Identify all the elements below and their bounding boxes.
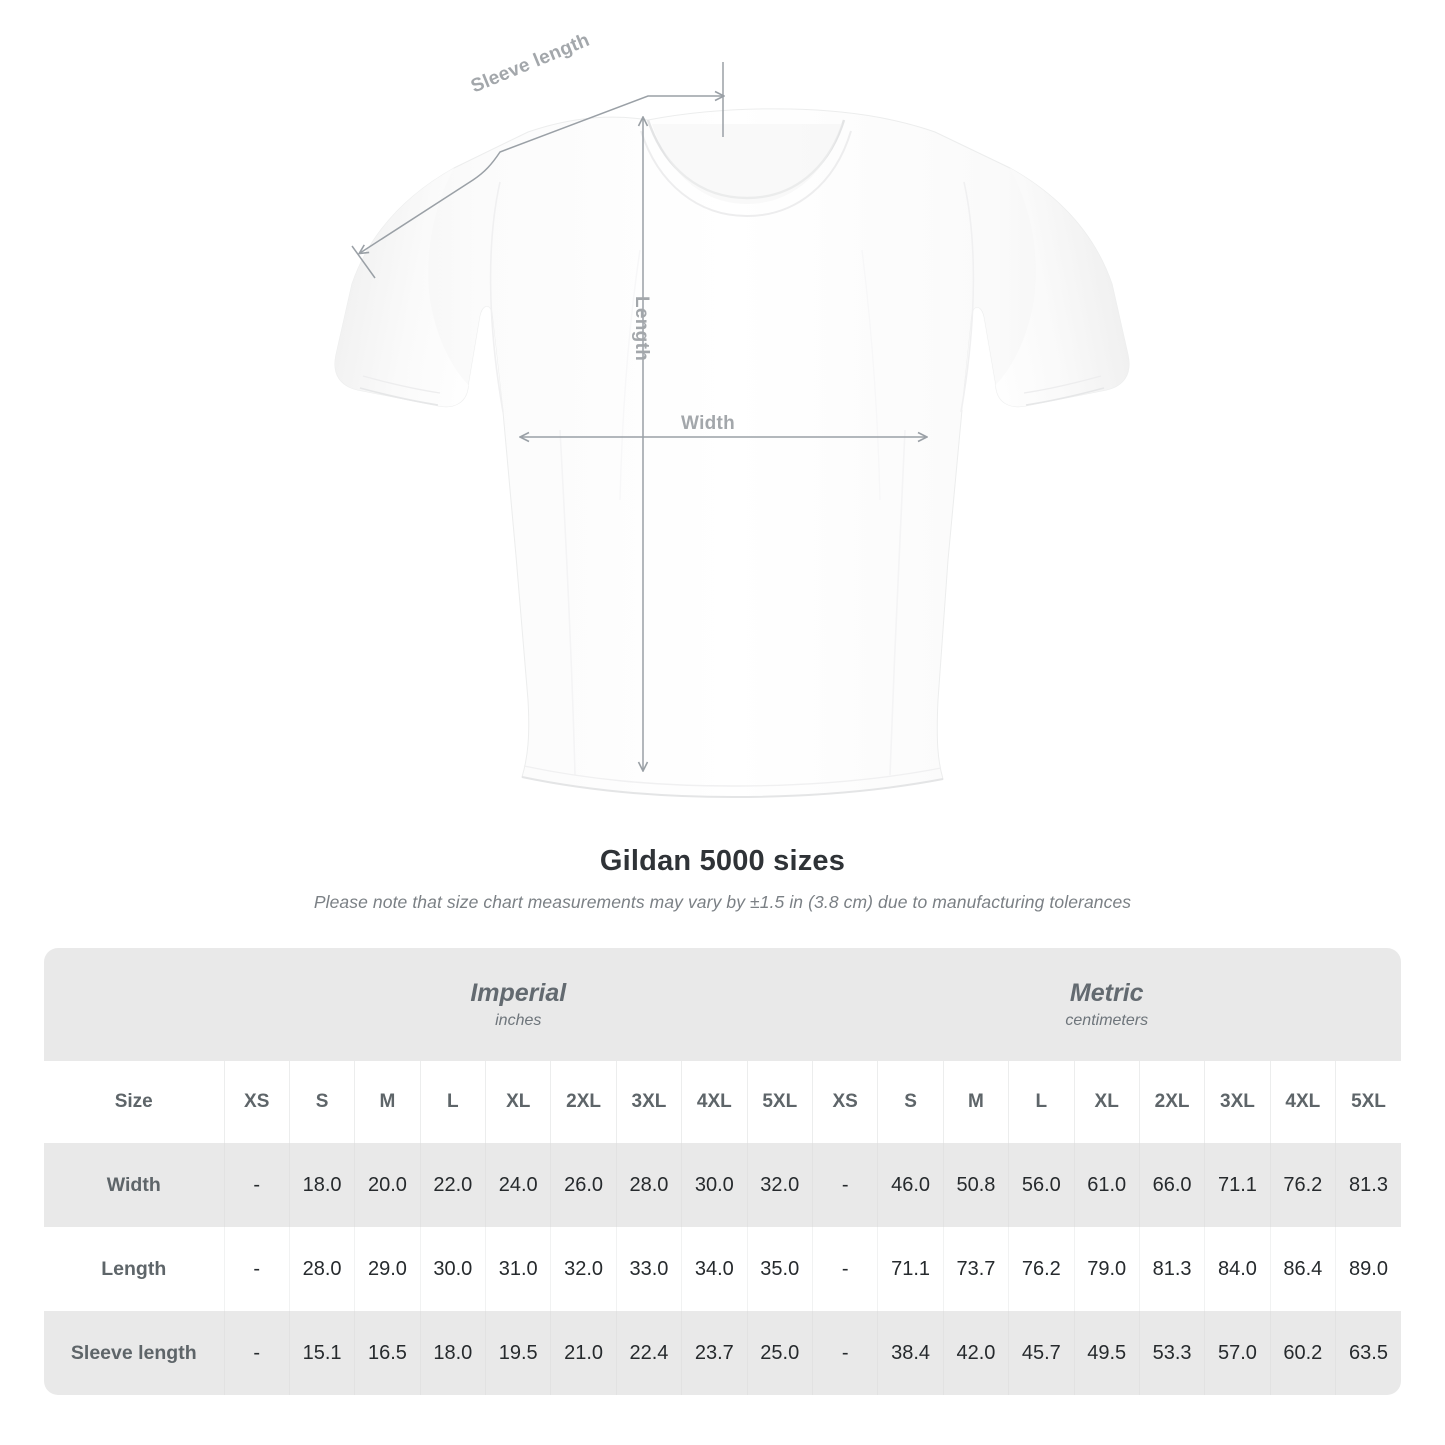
size-header-cell-metric-m: M — [942, 1061, 1009, 1143]
size-header-cell-metric-3xl: 3XL — [1204, 1061, 1271, 1143]
tshirt-illustration — [334, 62, 1130, 799]
cell-width-imperial-xl: 24.0 — [485, 1143, 551, 1227]
size-header-cell-imperial-s: S — [288, 1061, 355, 1143]
tolerance-note: Please note that size chart measurements… — [313, 892, 1132, 912]
row-label-length: Length — [44, 1227, 225, 1311]
width-dimension-label: Width — [681, 413, 736, 434]
cell-length-imperial-5xl: 35.0 — [746, 1227, 813, 1311]
table-row: Length -28.0 29.0 30.0 31.0 32.0 33.0 34.0 35.0-… — [44, 1227, 1401, 1311]
cell-sleeve-length-metric-s: 38.4 — [877, 1311, 944, 1395]
size-chart-table-wrapper: Imperial inches Metric centimeters Size XS S M L… — [44, 948, 1401, 1395]
cell-width-metric-s: 46.0 — [877, 1143, 944, 1227]
cell-sleeve-length-metric-4xl: 60.2 — [1269, 1311, 1336, 1395]
size-header-cell-metric-2xl: 2XL — [1138, 1061, 1205, 1143]
cell-length-imperial-4xl: 34.0 — [681, 1227, 748, 1311]
cell-length-metric-xl: 79.0 — [1073, 1227, 1140, 1311]
size-header-cell-metric-l: L — [1008, 1061, 1074, 1143]
unit-name: Imperial — [470, 978, 567, 1007]
cell-length-imperial-3xl: 33.0 — [615, 1227, 682, 1311]
cell-sleeve-length-imperial-xs: - — [223, 1311, 290, 1395]
dimension-lines — [351, 62, 926, 770]
cell-width-metric-xs: - — [811, 1143, 878, 1227]
size-column-header: Size — [44, 1061, 225, 1143]
unit-subtitle: inches — [495, 1012, 542, 1030]
cell-width-imperial-4xl: 30.0 — [681, 1143, 748, 1227]
cell-sleeve-length-metric-3xl: 57.0 — [1204, 1311, 1271, 1395]
unit-header-metric: Metric centimeters — [812, 948, 1401, 1061]
cell-length-metric-m: 73.7 — [942, 1227, 1009, 1311]
cell-sleeve-length-imperial-xl: 19.5 — [485, 1311, 551, 1395]
size-header-cell-metric-4xl: 4XL — [1269, 1061, 1336, 1143]
unit-header-spacer — [44, 948, 225, 1061]
cell-width-imperial-l: 22.0 — [419, 1143, 486, 1227]
cell-width-metric-m: 50.8 — [942, 1143, 1009, 1227]
cell-width-metric-xl: 61.0 — [1073, 1143, 1140, 1227]
size-header-cell-imperial-3xl: 3XL — [615, 1061, 682, 1143]
cell-sleeve-length-imperial-4xl: 23.7 — [681, 1311, 748, 1395]
cell-length-imperial-xl: 31.0 — [485, 1227, 551, 1311]
size-header-cell-metric-xs: XS — [811, 1061, 878, 1143]
cell-width-imperial-2xl: 26.0 — [550, 1143, 617, 1227]
cell-width-imperial-3xl: 28.0 — [615, 1143, 682, 1227]
cell-width-metric-5xl: 81.3 — [1335, 1143, 1401, 1227]
unit-subtitle: centimeters — [1065, 1012, 1149, 1030]
cell-length-metric-xs: - — [811, 1227, 878, 1311]
table-row: Sleeve length -15.1 16.5 18.0 19.5 21.0 22.4 23… — [44, 1311, 1401, 1395]
cell-width-metric-2xl: 66.0 — [1138, 1143, 1205, 1227]
cell-length-metric-4xl: 86.4 — [1269, 1227, 1336, 1311]
unit-name: Metric — [1069, 978, 1144, 1007]
size-header-cell-metric-5xl: 5XL — [1335, 1061, 1401, 1143]
cell-sleeve-length-imperial-m: 16.5 — [354, 1311, 421, 1395]
size-chart-table: Imperial inches Metric centimeters Size XS S M L… — [44, 948, 1401, 1395]
cell-sleeve-length-imperial-l: 18.0 — [419, 1311, 486, 1395]
cell-length-metric-2xl: 81.3 — [1138, 1227, 1205, 1311]
size-header-cell-imperial-5xl: 5XL — [746, 1061, 813, 1143]
cell-length-metric-s: 71.1 — [877, 1227, 944, 1311]
row-label-sleeve-length: Sleeve length — [44, 1311, 225, 1395]
cell-width-metric-3xl: 71.1 — [1204, 1143, 1271, 1227]
cell-length-imperial-xs: - — [223, 1227, 290, 1311]
length-dimension-label: Length — [631, 296, 652, 362]
cell-sleeve-length-metric-xs: - — [811, 1311, 878, 1395]
row-label-width: Width — [44, 1143, 225, 1227]
size-header-cell-imperial-xs: XS — [223, 1061, 290, 1143]
cell-sleeve-length-imperial-3xl: 22.4 — [615, 1311, 682, 1395]
cell-length-metric-3xl: 84.0 — [1204, 1227, 1271, 1311]
cell-sleeve-length-imperial-5xl: 25.0 — [746, 1311, 813, 1395]
size-header-cell-imperial-l: L — [419, 1061, 486, 1143]
size-header-cell-imperial-m: M — [354, 1061, 421, 1143]
cell-sleeve-length-metric-l: 45.7 — [1008, 1311, 1074, 1395]
cell-length-imperial-l: 30.0 — [419, 1227, 486, 1311]
cell-width-imperial-xs: - — [223, 1143, 290, 1227]
cell-sleeve-length-metric-m: 42.0 — [942, 1311, 1009, 1395]
chart-heading-block: Gildan 5000 sizes Please note that size … — [0, 845, 1445, 913]
size-header-row: Size XS S M L XL 2XL 3XL 4XL 5XL XS S M L XL 2XL 3XL 4XL 5… — [44, 1061, 1401, 1143]
cell-sleeve-length-imperial-2xl: 21.0 — [550, 1311, 617, 1395]
shirt-silhouette — [334, 108, 1130, 799]
cell-length-metric-l: 76.2 — [1008, 1227, 1074, 1311]
page-title: Gildan 5000 sizes — [599, 845, 846, 877]
cell-length-imperial-2xl: 32.0 — [550, 1227, 617, 1311]
size-header-cell-imperial-4xl: 4XL — [681, 1061, 748, 1143]
cell-sleeve-length-metric-xl: 49.5 — [1073, 1311, 1140, 1395]
cell-length-imperial-s: 28.0 — [288, 1227, 355, 1311]
unit-header-row: Imperial inches Metric centimeters — [44, 948, 1401, 1061]
size-header-cell-metric-xl: XL — [1073, 1061, 1140, 1143]
cell-width-imperial-m: 20.0 — [354, 1143, 421, 1227]
size-header-cell-imperial-2xl: 2XL — [550, 1061, 617, 1143]
cell-width-imperial-5xl: 32.0 — [746, 1143, 813, 1227]
unit-header-imperial: Imperial inches — [224, 948, 813, 1061]
cell-length-metric-5xl: 89.0 — [1335, 1227, 1401, 1311]
size-header-cell-imperial-xl: XL — [485, 1061, 551, 1143]
size-header-cell-metric-s: S — [877, 1061, 944, 1143]
cell-width-metric-4xl: 76.2 — [1269, 1143, 1336, 1227]
cell-width-metric-l: 56.0 — [1008, 1143, 1074, 1227]
cell-sleeve-length-metric-5xl: 63.5 — [1335, 1311, 1401, 1395]
cell-length-imperial-m: 29.0 — [354, 1227, 421, 1311]
tshirt-measurement-diagram: Sleeve length Length Width — [334, 30, 1130, 799]
cell-width-imperial-s: 18.0 — [288, 1143, 355, 1227]
table-row: Width -18.0 20.0 22.0 24.0 26.0 28.0 30.0 32.0-4… — [44, 1143, 1401, 1227]
cell-sleeve-length-metric-2xl: 53.3 — [1138, 1311, 1205, 1395]
cell-sleeve-length-imperial-s: 15.1 — [288, 1311, 355, 1395]
